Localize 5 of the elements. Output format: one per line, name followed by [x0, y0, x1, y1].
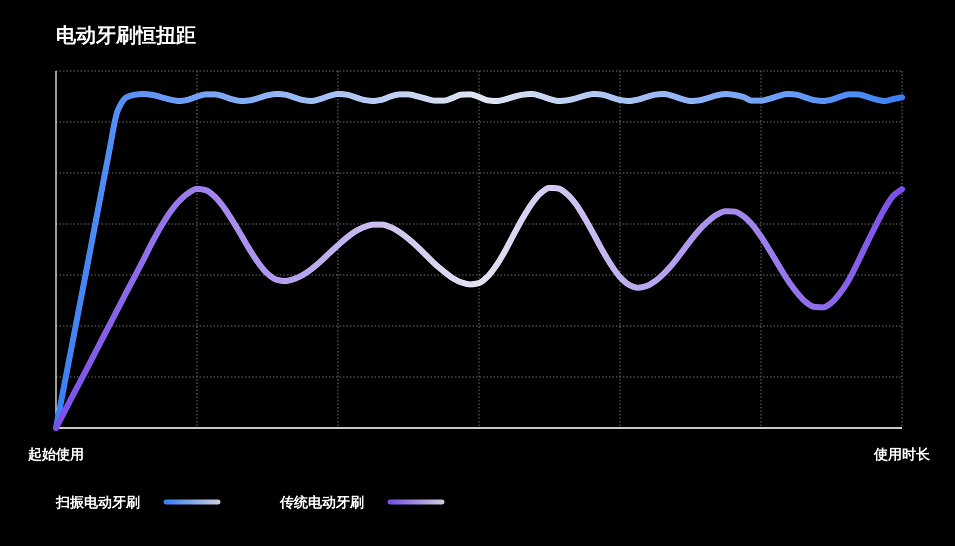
- x-tick-label: 起始使用: [27, 447, 84, 463]
- chart-title: 电动牙刷恒扭距: [56, 23, 196, 47]
- legend-label: 扫振电动牙刷: [55, 495, 140, 511]
- x-tick-label: 使用时长: [873, 447, 931, 463]
- legend-label: 传统电动牙刷: [279, 494, 364, 511]
